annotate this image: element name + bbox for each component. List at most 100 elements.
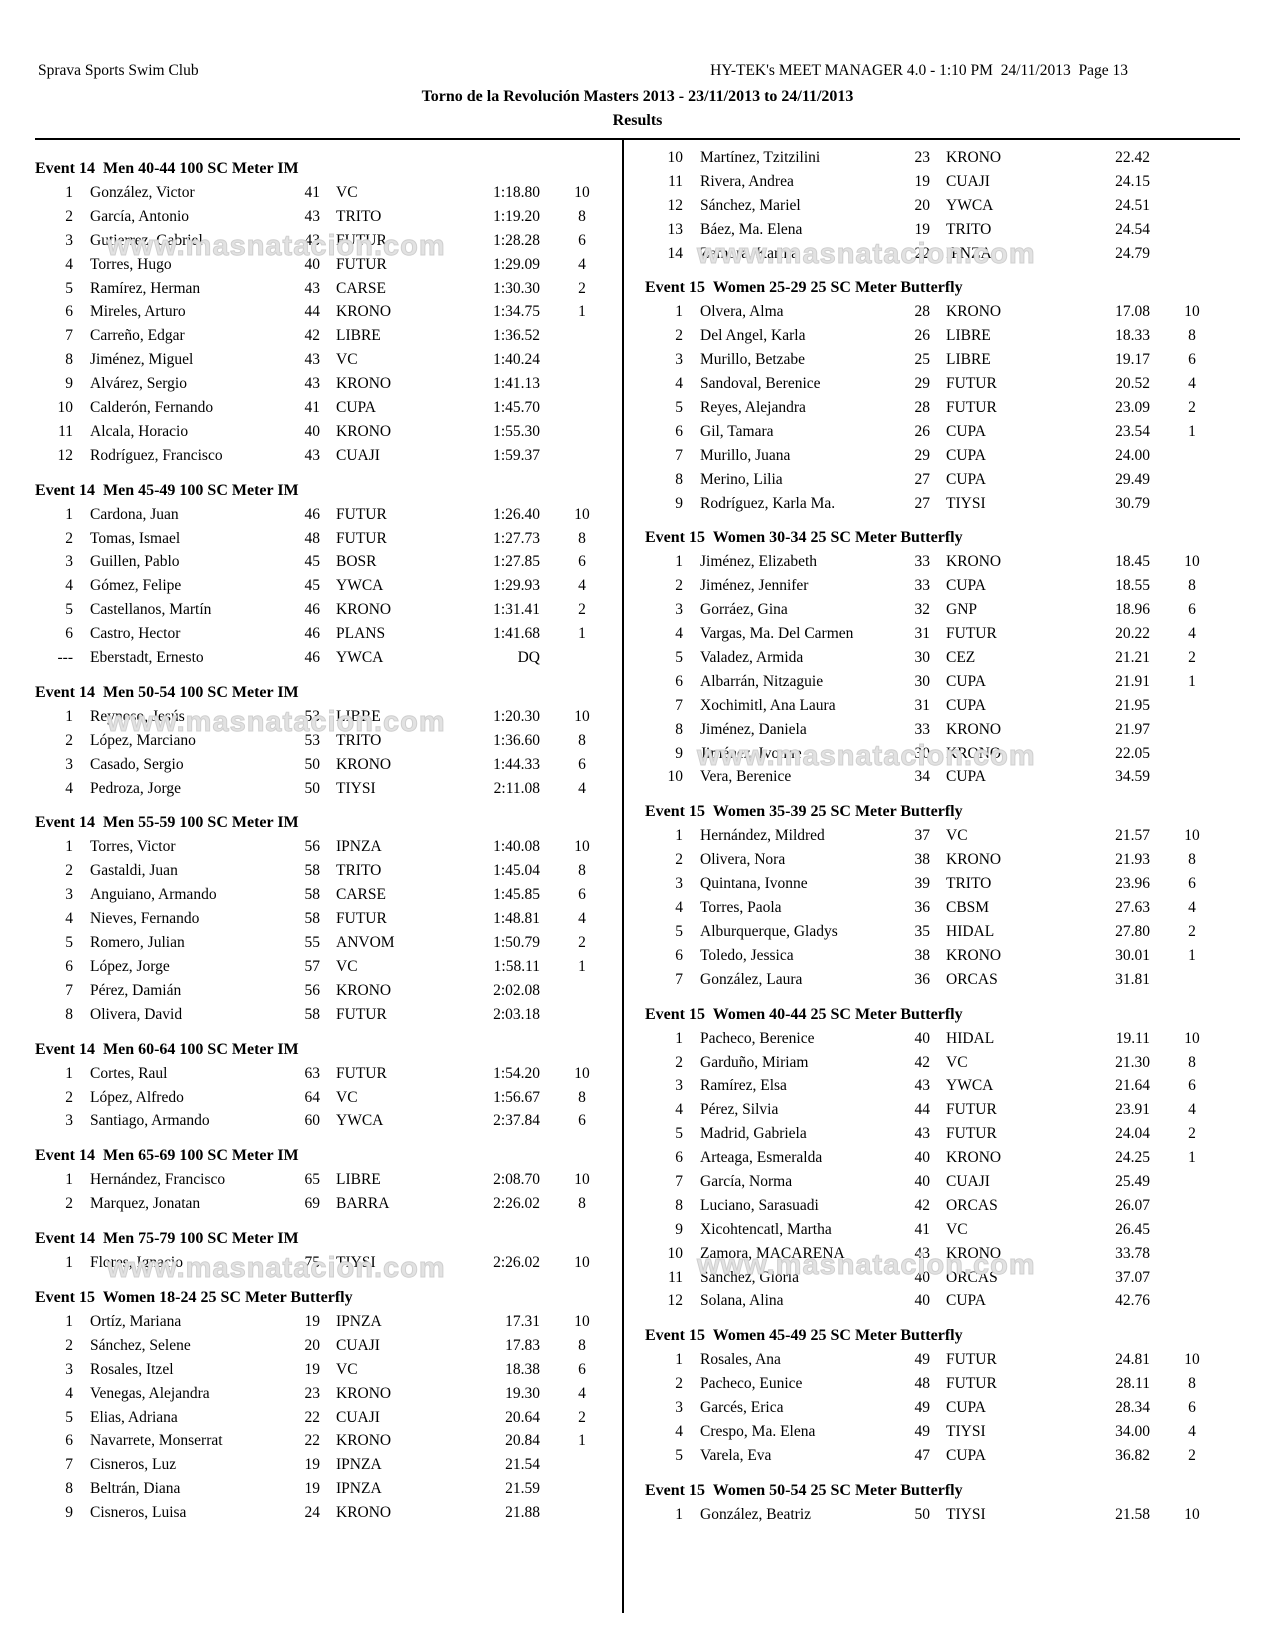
points-cell: 6	[1188, 875, 1196, 893]
rank-cell: 8	[65, 1480, 73, 1498]
team-cell: CUAJI	[336, 1408, 380, 1426]
age-cell: 28	[914, 399, 931, 417]
time-cell: 26.07	[1115, 1196, 1150, 1214]
results-content: Event 14 Men 40-44 100 SC Meter IM 1 Gonzá…	[35, 146, 1240, 1527]
rank-cell: 14	[667, 244, 684, 262]
team-cell: TIYSI	[946, 1505, 986, 1523]
team-cell: CUPA	[946, 470, 986, 488]
swimmer-name: Jiménez, Ivonne	[700, 744, 802, 762]
points-cell	[540, 372, 600, 396]
header-rule	[35, 138, 1240, 140]
swimmer-name: Sánchez, Selene	[90, 1336, 191, 1354]
points-cell: 10	[574, 505, 590, 523]
swimmer-name: Merino, Lilia	[700, 470, 783, 488]
team-cell: FUTUR	[336, 1005, 387, 1023]
age-cell: 43	[304, 351, 321, 369]
result-row: 3 Anguiano, Armando 58 CARSE 1:45.85 6	[35, 883, 600, 907]
age-cell: 19	[914, 220, 931, 238]
rank-cell: 6	[675, 946, 683, 964]
swimmer-name: Pérez, Silvia	[700, 1101, 779, 1119]
swimmer-name: Vargas, Ma. Del Carmen	[700, 625, 854, 643]
age-cell: 20	[914, 196, 931, 214]
points-cell: 1	[578, 303, 586, 321]
team-cell: KRONO	[946, 149, 1002, 166]
result-row: 1 Olvera, Alma 28 KRONO 17.08 10	[645, 300, 1210, 324]
event-title: Event 15 Women 25-29 25 SC Meter Butterf…	[645, 279, 963, 297]
age-cell: 40	[914, 1149, 931, 1167]
age-cell: 64	[304, 1088, 321, 1106]
points-cell	[1150, 718, 1210, 742]
swimmer-name: Quintana, Ivonne	[700, 875, 808, 893]
result-row: 5 Romero, Julian 55 ANVOM 1:50.79 2	[35, 931, 600, 955]
points-cell: 2	[578, 601, 586, 619]
time-cell: 1:26.40	[493, 505, 540, 523]
rank-cell: 9	[675, 744, 683, 762]
result-row: 1 González, Victor 41 VC 1:18.80 10	[35, 181, 600, 205]
event-section: Event 15 Women 40-44 25 SC Meter Butterf…	[645, 1002, 1210, 1314]
time-cell: 21.59	[505, 1480, 540, 1498]
rank-cell: 3	[65, 1360, 73, 1378]
time-cell: 1:20.30	[493, 707, 540, 725]
swimmer-name: Flores, Ignacio	[90, 1254, 183, 1272]
team-cell: VC	[336, 1088, 358, 1106]
time-cell: 1:34.75	[493, 303, 540, 321]
team-cell: CUPA	[946, 1292, 986, 1310]
age-cell: 57	[304, 957, 321, 975]
swimmer-name: Murillo, Betzabe	[700, 351, 806, 369]
swimmer-name: Calderón, Fernando	[90, 399, 214, 417]
time-cell: 19.30	[505, 1384, 540, 1402]
age-cell: 32	[914, 601, 931, 619]
time-cell: 22.05	[1115, 744, 1150, 762]
result-row: 2 López, Alfredo 64 VC 1:56.67 8	[35, 1086, 600, 1110]
swimmer-name: Alburquerque, Gladys	[700, 922, 838, 940]
time-cell: 1:29.93	[493, 577, 540, 595]
rank-cell: 1	[65, 707, 73, 725]
rank-cell: 2	[675, 851, 683, 869]
result-row: 9 Jiménez, Ivonne 30 KRONO 22.05	[645, 742, 1210, 766]
swimmer-name: Xicohtencatl, Martha	[700, 1220, 832, 1238]
age-cell: 48	[914, 1375, 931, 1393]
age-cell: 42	[304, 327, 321, 345]
points-cell: 4	[1188, 625, 1196, 643]
time-cell: 1:44.33	[493, 755, 540, 773]
time-cell: 2:26.02	[493, 1195, 540, 1213]
time-cell: 1:29.09	[493, 255, 540, 273]
rank-cell: 12	[667, 196, 684, 214]
age-cell: 43	[304, 375, 321, 393]
team-cell: LIBRE	[946, 351, 991, 369]
time-cell: 20.22	[1115, 625, 1150, 643]
result-row: 6 Arteaga, Esmeralda 40 KRONO 24.25 1	[645, 1146, 1210, 1170]
time-cell: 30.01	[1115, 946, 1150, 964]
swimmer-name: Torres, Hugo	[90, 255, 172, 273]
swimmer-name: Rodríguez, Karla Ma.	[700, 494, 836, 512]
points-cell: 8	[1188, 851, 1196, 869]
points-cell	[540, 420, 600, 444]
result-row: 4 Gómez, Felipe 45 YWCA 1:29.93 4	[35, 574, 600, 598]
rank-cell: 4	[675, 625, 683, 643]
points-cell: 8	[578, 1088, 586, 1106]
result-row: 4 Pedroza, Jorge 50 TIYSI 2:11.08 4	[35, 777, 600, 801]
result-row: 8 Jiménez, Daniela 33 KRONO 21.97	[645, 718, 1210, 742]
team-cell: KRONO	[946, 744, 1002, 762]
time-cell: 2:02.08	[493, 981, 540, 999]
age-cell: 36	[914, 899, 931, 917]
result-row: 3 Garcés, Erica 49 CUPA 28.34 6	[645, 1396, 1210, 1420]
team-cell: TIYSI	[336, 1254, 376, 1272]
swimmer-name: Jiménez, Daniela	[700, 720, 807, 738]
result-row: 13 Báez, Ma. Elena 19 TRITO 24.54	[645, 218, 1210, 242]
age-cell: 29	[914, 375, 931, 393]
team-cell: TRITO	[336, 862, 382, 880]
rank-cell: 4	[65, 779, 73, 797]
points-cell: 6	[578, 553, 586, 571]
rank-cell: 7	[675, 446, 683, 464]
swimmer-name: Sandoval, Berenice	[700, 375, 821, 393]
time-cell: 17.31	[505, 1312, 540, 1330]
event-section: Event 15 Women 25-29 25 SC Meter Butterf…	[645, 275, 1210, 515]
result-row: 1 Cortes, Raul 63 FUTUR 1:54.20 10	[35, 1062, 600, 1086]
age-cell: 30	[914, 649, 931, 667]
team-cell: YWCA	[336, 649, 384, 667]
age-cell: 37	[914, 827, 931, 845]
rank-cell: 1	[65, 1254, 73, 1272]
age-cell: 30	[914, 744, 931, 762]
time-cell: 23.09	[1115, 399, 1150, 417]
